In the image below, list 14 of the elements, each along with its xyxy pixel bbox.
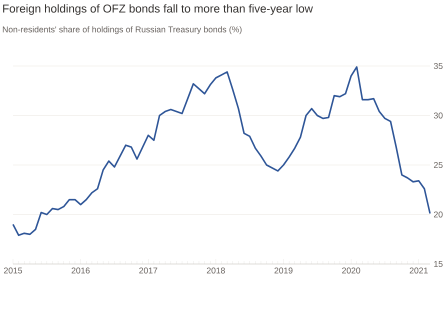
- y-tick-label: 25: [434, 162, 443, 168]
- chart-title: Foreign holdings of OFZ bonds fall to more than five-year low: [3, 4, 313, 15]
- y-tick-label: 20: [434, 212, 443, 218]
- x-tick-label: 2019: [274, 268, 293, 274]
- chart-subtitle: Non-residents' share of holdings of Russian Treasury bonds (%): [2, 26, 242, 34]
- x-tick-label: 2017: [139, 268, 158, 274]
- x-tick-label: 2020: [342, 268, 360, 274]
- y-tick-label: 35: [434, 63, 443, 69]
- y-tick-label: 30: [434, 112, 443, 118]
- y-tick-label: 15: [434, 261, 443, 267]
- x-tick-label: 2018: [206, 268, 225, 274]
- x-tick-label: 2016: [72, 268, 90, 274]
- x-tick-label: 2021: [410, 268, 428, 274]
- x-tick-label: 2015: [4, 268, 22, 274]
